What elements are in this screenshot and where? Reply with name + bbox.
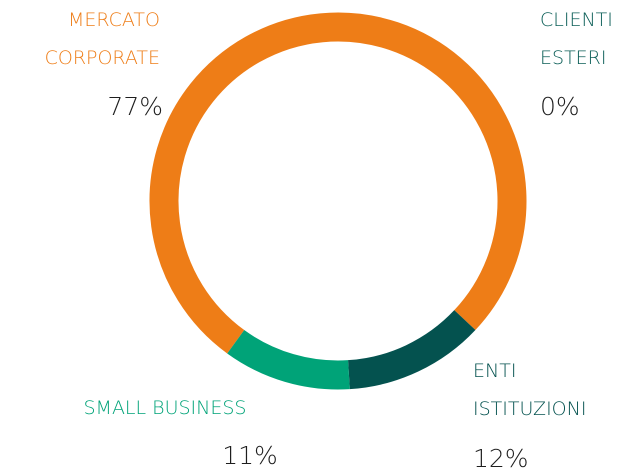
donut-segment — [227, 329, 350, 390]
value-label: 11% — [222, 441, 278, 470]
category-label: SMALL BUSINESS — [83, 397, 247, 419]
category-label: ENTI ISTITUZIONI — [473, 360, 587, 420]
value-label: 77% — [107, 92, 163, 121]
category-label: MERCATO CORPORATE — [44, 9, 160, 69]
donut-segment — [149, 12, 527, 354]
value-label: 0% — [540, 92, 580, 121]
donut-segment — [347, 309, 476, 390]
category-label: CLIENTI ESTERI — [540, 9, 613, 69]
value-label: 12% — [473, 444, 529, 473]
